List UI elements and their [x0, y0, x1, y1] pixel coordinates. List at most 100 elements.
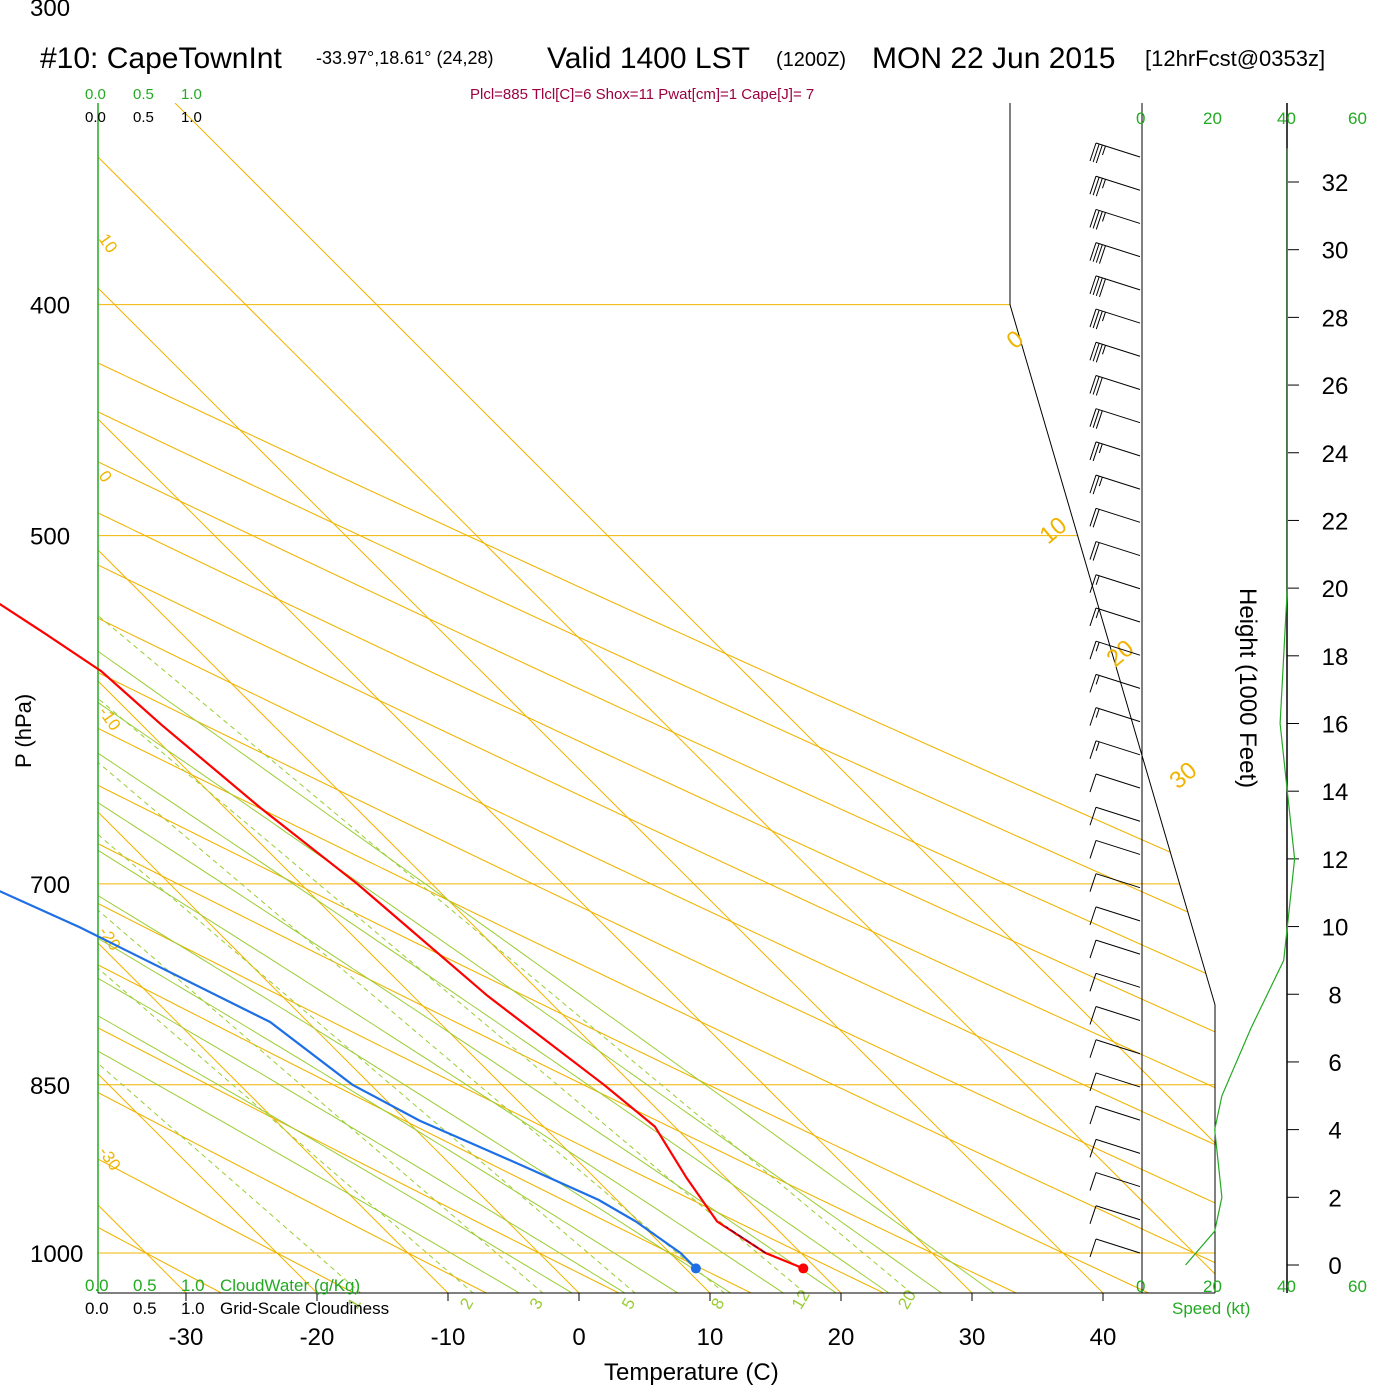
temperature-tick--10: -10: [431, 1324, 466, 1351]
wind-barb-flag: [1095, 144, 1103, 164]
x-axis-title: Temperature (C): [604, 1359, 779, 1386]
theta-label-0: 0: [1002, 325, 1030, 354]
series-parcel: [725, 1226, 766, 1254]
wind-barb-staff: [1095, 673, 1141, 689]
wind-barb-23: [1089, 474, 1141, 495]
wind-barb-5: [1089, 1072, 1141, 1092]
isotherm-0: [98, 103, 580, 1293]
cl-bottom-tick-1: 0.5: [133, 1299, 157, 1318]
wind-barb-flag: [1098, 245, 1106, 264]
wind-barb-flag: [1089, 807, 1097, 826]
series-temperature: [0, 602, 804, 1270]
dry-adiabat-80: [98, 103, 1215, 1293]
wind-barb-staff: [1095, 1039, 1141, 1055]
mixing-ratio-line-20: [98, 304, 913, 1293]
speed-top-tick-1: 20: [1203, 109, 1222, 128]
wind-barb-3: [1089, 1138, 1141, 1158]
cl-top-tick-2: 1.0: [181, 109, 202, 126]
wind-barb-flag: [1089, 342, 1097, 361]
wind-barb-32: [1089, 175, 1141, 197]
wind-barb-half-flag: [1095, 608, 1100, 619]
wind-barb-flag: [1089, 275, 1097, 295]
wind-barb-staff: [1095, 507, 1141, 523]
height-tick-2: 2: [1328, 1185, 1341, 1212]
wind-barb-16: [1089, 707, 1141, 726]
theta-label-3: 30: [1165, 757, 1203, 795]
station-coords: -33.97°,18.61° (24,28): [316, 48, 494, 68]
sounding-indices: Plcl=885 Tlcl[C]=6 Shox=11 Pwat[cm]=1 Ca…: [470, 86, 814, 103]
wind-barb-staff: [1095, 873, 1141, 889]
wind-barb-flag: [1092, 177, 1100, 196]
wind-barb-17: [1089, 673, 1141, 693]
dry-adiabat-90: [98, 103, 1215, 1293]
wind-barb-half-flag: [1098, 476, 1103, 487]
wind-barb-staff: [1095, 1172, 1141, 1188]
speed-top-tick-3: 60: [1348, 109, 1367, 128]
mixing-ratio-line-3: [98, 304, 544, 1293]
wind-barb-flag: [1089, 1105, 1097, 1125]
height-tick-6: 6: [1328, 1050, 1341, 1077]
cl-top-tick-0: 0.0: [85, 109, 106, 126]
wind-barb-staff: [1095, 806, 1141, 822]
pressure-tick-700: 700: [30, 872, 70, 899]
temperature-tick-0: 0: [572, 1324, 585, 1351]
speed-profile-line: [1185, 148, 1296, 1266]
moist-adiabat-12: [98, 103, 747, 1293]
wind-barb-flag: [1089, 740, 1097, 759]
isotherm-30: [98, 103, 973, 1293]
sounding-series: [0, 602, 809, 1274]
speed-axis-title: Speed (kt): [1172, 1299, 1250, 1318]
moist-adiabat-8: [98, 103, 695, 1293]
wind-barb-flag: [1089, 1205, 1097, 1224]
cw-bottom-tick-1: 0.5: [133, 1276, 157, 1295]
wind-barb-flag: [1089, 1072, 1097, 1092]
wind-barb-flag: [1092, 442, 1100, 462]
height-tick-18: 18: [1322, 644, 1349, 671]
dry-adiabat-label-4: -30: [95, 1143, 125, 1174]
cw-top-tick-0: 0.0: [85, 86, 106, 103]
wind-barb-flag: [1089, 441, 1097, 461]
wind-barb-flag: [1095, 277, 1103, 297]
pressure-tick-850: 850: [30, 1073, 70, 1100]
wind-barb-18: [1089, 640, 1141, 660]
dry-adiabat-120: [98, 103, 1215, 1293]
height-tick-12: 12: [1322, 847, 1349, 874]
wind-barb-flag: [1089, 508, 1097, 527]
temperature-tick--30: -30: [169, 1324, 204, 1351]
isotherm-50: [98, 103, 1215, 1293]
wind-barb-flag: [1089, 574, 1097, 593]
temperature-tick-10: 10: [697, 1324, 724, 1351]
isotherm--10: [98, 103, 449, 1293]
wind-barb-staff: [1095, 740, 1141, 756]
dry-adiabat--10: [98, 103, 503, 1293]
wind-barb-flag: [1092, 143, 1100, 163]
pressure-tick-400: 400: [30, 293, 70, 320]
moist-adiabat-4: [98, 103, 643, 1293]
wind-barb-7: [1089, 1006, 1141, 1025]
cl-bottom-tick-2: 1.0: [181, 1299, 205, 1318]
wind-barb-half-flag: [1101, 212, 1106, 222]
wind-barb-flag: [1089, 308, 1097, 328]
wind-barb-flag: [1095, 211, 1103, 230]
wind-barb-flag: [1092, 243, 1100, 262]
wind-barb-half-flag: [1095, 575, 1100, 585]
wind-barb-2: [1089, 1172, 1141, 1191]
valid-time: Valid 1400 LST: [547, 42, 750, 75]
wind-barb-flag: [1092, 210, 1100, 229]
wind-barb-flag: [1089, 541, 1097, 560]
wind-barb-flag: [1092, 542, 1100, 561]
wind-barb-half-flag: [1098, 443, 1103, 454]
wind-barb-12: [1089, 839, 1141, 859]
wind-barb-flag: [1095, 244, 1103, 263]
mixing-ratio-label-20: 20: [894, 1287, 920, 1313]
wind-barb-flag: [1089, 973, 1097, 992]
wind-barb-staff: [1095, 375, 1141, 390]
wind-barb-flag: [1089, 474, 1097, 494]
surface-dewpoint-point: [690, 1263, 701, 1274]
height-tick-16: 16: [1322, 712, 1349, 739]
wind-barb-33: [1089, 142, 1141, 164]
wind-barb-6: [1089, 1039, 1141, 1058]
wind-barb-half-flag: [1101, 311, 1106, 322]
